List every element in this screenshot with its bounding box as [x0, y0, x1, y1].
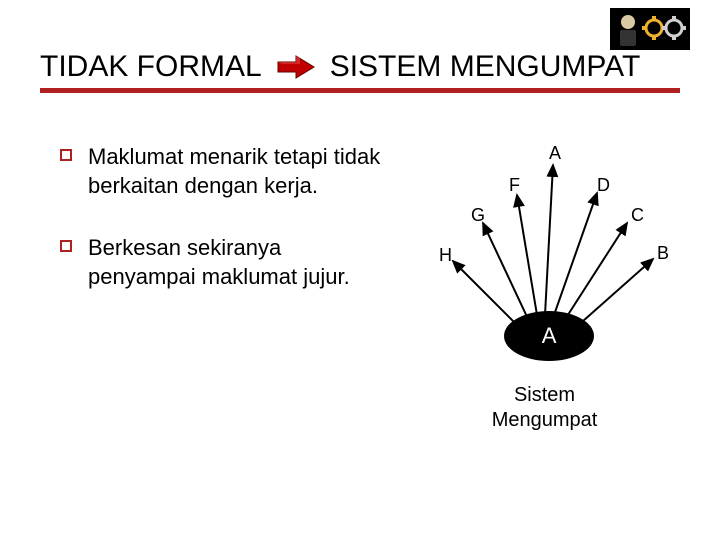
node-label-f: F [509, 175, 520, 196]
slide-title: TIDAK FORMAL SISTEM MENGUMPAT [40, 50, 680, 84]
node-label-d: D [597, 175, 610, 196]
diagram-center-node: A [504, 311, 594, 361]
title-left: TIDAK FORMAL [40, 50, 262, 84]
node-label-a: A [549, 143, 561, 164]
node-label-b: B [657, 243, 669, 264]
arrow-right-icon [276, 53, 316, 81]
bullet-text: Maklumat menarik tetapi tidak berkaitan … [88, 143, 389, 200]
network-diagram: A D C B F G H A Sistem Mengumpat [409, 143, 680, 443]
center-node-label: A [542, 323, 557, 349]
bullet-marker-icon [60, 149, 72, 161]
title-right: SISTEM MENGUMPAT [330, 50, 641, 84]
node-label-c: C [631, 205, 644, 226]
node-label-h: H [439, 245, 452, 266]
bullet-list: Maklumat menarik tetapi tidak berkaitan … [40, 143, 389, 443]
title-underline [40, 88, 680, 93]
bullet-text: Berkesan sekiranya penyampai maklumat ju… [88, 234, 389, 291]
bullet-marker-icon [60, 240, 72, 252]
corner-decoration-icon [610, 8, 690, 50]
list-item: Maklumat menarik tetapi tidak berkaitan … [60, 143, 389, 200]
list-item: Berkesan sekiranya penyampai maklumat ju… [60, 234, 389, 291]
diagram-caption: Sistem Mengumpat [409, 383, 680, 433]
node-label-g: G [471, 205, 485, 226]
